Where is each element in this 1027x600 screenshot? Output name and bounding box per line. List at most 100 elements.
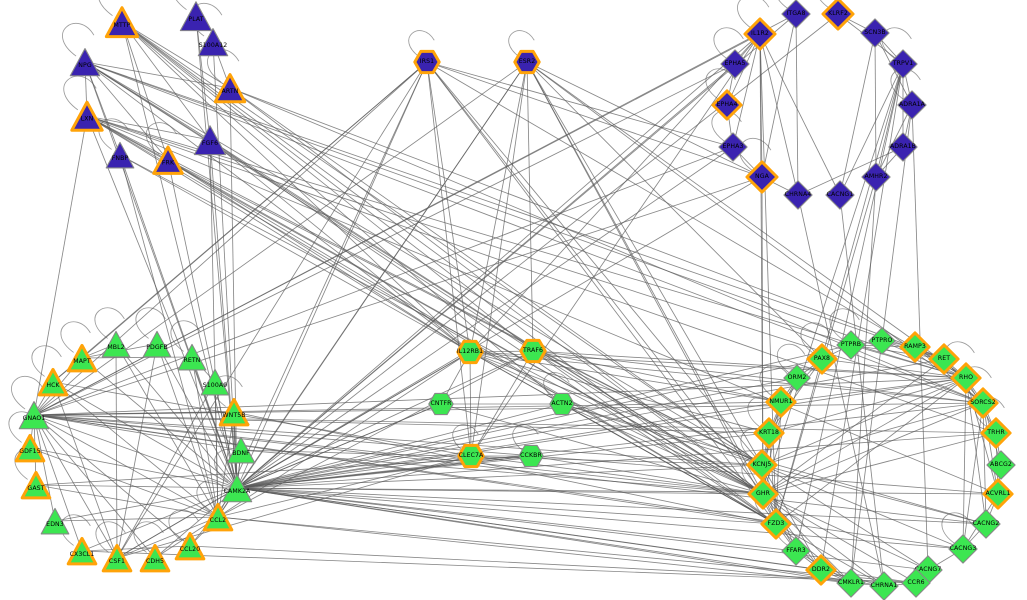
- graph-edge: [236, 358, 823, 489]
- graph-node[interactable]: SORCS2: [967, 387, 999, 419]
- graph-edge: [116, 455, 472, 559]
- graph-edge: [850, 344, 967, 379]
- graph-node[interactable]: NGA: [745, 160, 779, 194]
- graph-edge: [762, 493, 852, 584]
- graph-node[interactable]: S100A9: [200, 367, 230, 397]
- graph-edge: [821, 358, 967, 379]
- graph-node[interactable]: KRT18: [753, 417, 785, 449]
- graph-node[interactable]: DDR2: [805, 554, 837, 586]
- graph-node[interactable]: CACNG3: [948, 534, 978, 564]
- graph-node[interactable]: EPHA3: [718, 132, 748, 162]
- node-shape-diamond: [950, 362, 982, 394]
- graph-edge: [195, 15, 211, 141]
- graph-edge: [229, 87, 764, 495]
- graph-node[interactable]: PDGFB: [142, 329, 172, 359]
- graph-edge: [54, 516, 219, 522]
- graph-node[interactable]: ESR2: [513, 49, 541, 75]
- graph-node[interactable]: MAPT: [66, 343, 98, 373]
- graph-node[interactable]: ABCG2: [986, 450, 1016, 480]
- node-shape-triangle: [213, 73, 247, 104]
- graph-node[interactable]: ARTN: [213, 72, 247, 104]
- graph-node[interactable]: CAMK2A: [221, 472, 253, 504]
- graph-edge: [119, 154, 219, 518]
- graph-edge: [762, 402, 984, 495]
- graph-node[interactable]: NMUR1: [765, 386, 797, 418]
- graph-node[interactable]: ITGA8: [781, 0, 811, 29]
- graph-node[interactable]: CCR6: [901, 568, 931, 598]
- graph-node[interactable]: EPHA5: [720, 49, 750, 79]
- node-shape-triangle: [69, 48, 101, 77]
- graph-edge: [33, 115, 88, 416]
- graph-node[interactable]: CACNG1: [825, 180, 855, 210]
- node-shape-hexagon: [519, 338, 547, 364]
- graph-node[interactable]: KLRF2: [821, 0, 855, 31]
- graph-edge: [914, 346, 984, 404]
- self-loop-edge: [890, 68, 921, 100]
- graph-node[interactable]: NPG: [69, 46, 101, 78]
- graph-edge: [426, 61, 764, 495]
- node-shape-diamond: [753, 417, 785, 449]
- graph-node[interactable]: LXN: [70, 100, 104, 133]
- graph-edge: [156, 343, 219, 518]
- graph-node[interactable]: PTPRB: [836, 330, 866, 360]
- graph-node[interactable]: MTTP: [104, 5, 140, 39]
- graph-node[interactable]: SCN3B: [860, 18, 890, 48]
- graph-edge: [121, 21, 231, 89]
- graph-node[interactable]: ACTN2: [549, 391, 575, 417]
- graph-node[interactable]: CSF1: [101, 543, 133, 573]
- graph-node[interactable]: GHR: [747, 478, 779, 510]
- graph-node[interactable]: FZD3: [760, 508, 792, 540]
- graph-node[interactable]: CDH5: [139, 543, 171, 573]
- graph-node[interactable]: CNTFR: [428, 391, 454, 417]
- graph-node[interactable]: TRPV1: [888, 49, 918, 79]
- graph-edge: [775, 523, 885, 587]
- node-shape-triangle: [40, 507, 70, 535]
- graph-node[interactable]: TRAF6: [519, 338, 547, 364]
- graph-node[interactable]: EDN3: [40, 506, 70, 536]
- graph-node[interactable]: CLEC7A: [457, 443, 485, 469]
- graph-node[interactable]: FRK: [152, 145, 184, 176]
- graph-node[interactable]: IL1R2: [743, 17, 777, 51]
- graph-node[interactable]: CX3CL1: [66, 536, 98, 566]
- graph-node[interactable]: ADRA1B: [888, 132, 918, 162]
- graph-edge: [768, 377, 967, 434]
- graph-node[interactable]: S100A12: [197, 26, 229, 58]
- node-shape-triangle: [142, 330, 172, 358]
- graph-node[interactable]: KCNJ5: [746, 449, 778, 481]
- graph-node[interactable]: PTPRO: [868, 327, 896, 355]
- graph-node[interactable]: CHRNA4: [783, 180, 813, 210]
- graph-edge: [217, 61, 528, 518]
- graph-node[interactable]: MBL2: [101, 329, 131, 359]
- graph-node[interactable]: WNT5B: [218, 397, 250, 427]
- graph-edge: [86, 115, 238, 489]
- graph-node[interactable]: TRHR: [980, 417, 1012, 449]
- graph-node[interactable]: CCKBR: [518, 443, 544, 469]
- graph-node[interactable]: CHRNA1: [869, 571, 899, 600]
- graph-node[interactable]: BDNF: [226, 435, 256, 465]
- graph-node[interactable]: GNAO1: [18, 399, 50, 431]
- graph-node[interactable]: IRS1: [413, 49, 441, 75]
- graph-node[interactable]: ADRA1A: [897, 90, 927, 120]
- graph-node[interactable]: RAMP3: [899, 331, 931, 363]
- graph-node[interactable]: CMKLR1: [836, 568, 866, 598]
- graph-node[interactable]: EPHA4: [711, 89, 743, 121]
- graph-node[interactable]: IL12RB1: [456, 339, 484, 365]
- graph-node[interactable]: CCL20: [174, 531, 206, 561]
- node-shape-diamond: [899, 331, 931, 363]
- graph-node[interactable]: PAX8: [806, 343, 838, 375]
- graph-node[interactable]: ACVRL1: [982, 478, 1014, 510]
- graph-node[interactable]: HCK: [37, 367, 69, 397]
- graph-node[interactable]: FNBP: [105, 140, 135, 170]
- graph-node[interactable]: CCL2: [202, 502, 234, 532]
- graph-node[interactable]: GAST: [20, 470, 52, 500]
- graph-node[interactable]: AMHR2: [861, 162, 891, 192]
- graph-node[interactable]: FGF6: [193, 123, 227, 157]
- graph-edge: [236, 344, 852, 489]
- graph-edge: [121, 21, 238, 489]
- graph-edge: [881, 340, 967, 379]
- graph-edge: [33, 414, 156, 559]
- graph-node[interactable]: GDF15: [14, 433, 46, 463]
- graph-edge: [52, 381, 118, 559]
- graph-edge: [116, 351, 471, 559]
